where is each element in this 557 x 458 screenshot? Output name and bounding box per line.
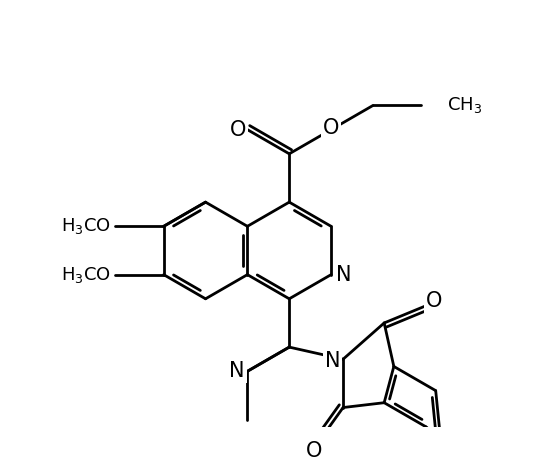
Text: CH$_3$: CH$_3$ bbox=[447, 95, 482, 115]
Text: O: O bbox=[230, 120, 246, 140]
Text: N: N bbox=[229, 361, 245, 382]
Text: N: N bbox=[336, 265, 351, 284]
Text: O: O bbox=[426, 291, 443, 311]
Text: O: O bbox=[323, 118, 339, 138]
Text: H$_3$CO: H$_3$CO bbox=[61, 265, 111, 284]
Text: O: O bbox=[306, 441, 323, 458]
Text: N: N bbox=[325, 351, 340, 371]
Text: H$_3$CO: H$_3$CO bbox=[61, 216, 111, 236]
